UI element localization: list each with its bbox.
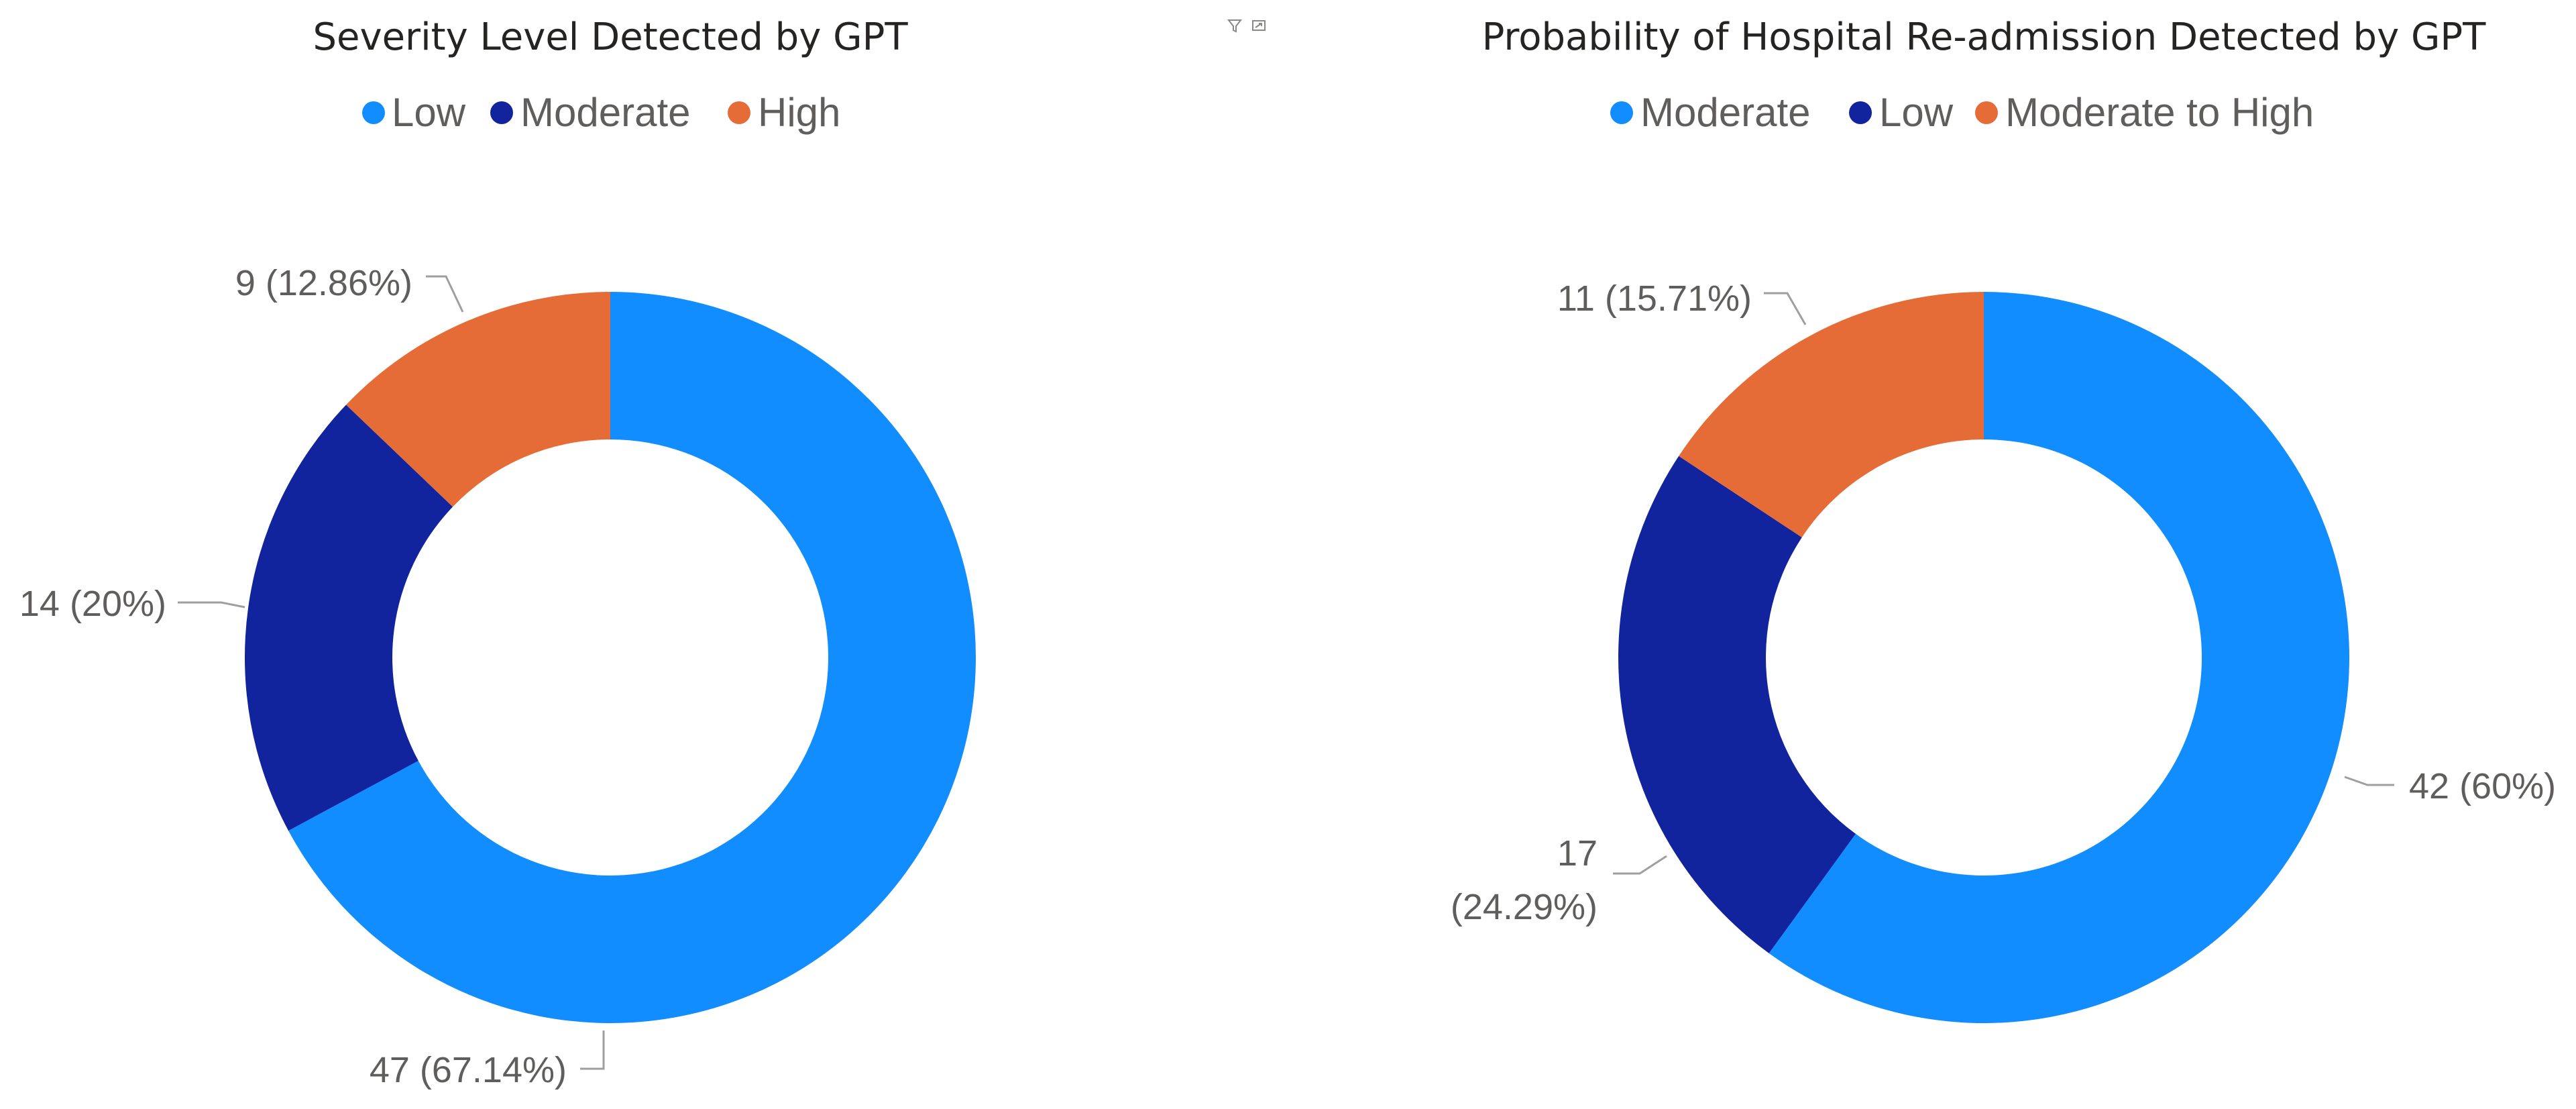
data-label-moderate: 14 (20%) [19, 584, 166, 624]
legend-marker-moderate-to-high [1975, 101, 1998, 124]
slice-low[interactable] [288, 292, 976, 1023]
legend-marker-low [362, 101, 385, 124]
legend-entry-high[interactable]: High [728, 90, 840, 135]
slice-moderate[interactable] [245, 405, 453, 831]
slice-low[interactable] [1618, 456, 1856, 953]
chart-title: Probability of Hospital Re-admission Det… [1482, 15, 2487, 59]
chart-severity-level: Severity Level Detected by GPT Low Moder… [19, 15, 976, 1090]
leader-line-high [426, 275, 464, 313]
legend-label-low: Low [1879, 90, 1954, 135]
data-label-moderate-to-high: 11 (15.71%) [1557, 278, 1752, 319]
chart-readmission-probability: Probability of Hospital Re-admission Det… [1451, 15, 2556, 1023]
filter-icon[interactable] [1227, 19, 1243, 33]
legend-label-low: Low [392, 90, 466, 135]
legend: Moderate Low Moderate to High [1610, 90, 2314, 135]
legend-marker-moderate [1610, 101, 1633, 124]
legend-label-moderate: Moderate [1640, 90, 1810, 135]
legend-entry-low[interactable]: Low [362, 90, 466, 135]
data-label-low-count: 17 [1557, 833, 1598, 874]
leader-line-moderate [178, 601, 245, 609]
leader-line-low [580, 1031, 605, 1070]
legend-entry-moderate[interactable]: Moderate [1610, 90, 1810, 135]
legend-label-moderate-to-high: Moderate to High [2005, 90, 2314, 135]
donut [245, 292, 976, 1023]
data-labels: 9 (12.86%) 14 (20%) 47 (67.14%) [19, 263, 605, 1090]
data-labels: 11 (15.71%) 42 (60%) 17 (24.29%) [1451, 278, 2556, 927]
legend-marker-low [1849, 101, 1872, 124]
legend-marker-moderate [490, 101, 513, 124]
data-label-low-percent: (24.29%) [1451, 887, 1598, 927]
legend-label-high: High [758, 90, 840, 135]
chart-title: Severity Level Detected by GPT [313, 15, 908, 59]
legend: Low Moderate High [362, 90, 840, 135]
data-label-moderate: 42 (60%) [2409, 766, 2556, 806]
legend-entry-moderate-to-high[interactable]: Moderate to High [1975, 90, 2314, 135]
focus-mode-icon[interactable] [1252, 20, 1266, 31]
leader-line-low [1613, 855, 1667, 875]
legend-entry-low[interactable]: Low [1849, 90, 1954, 135]
slice-moderate[interactable] [1769, 292, 2349, 1023]
data-label-low: 47 (67.14%) [370, 1050, 567, 1090]
slice-moderate-to-high[interactable] [1679, 292, 1984, 537]
slice-high[interactable] [346, 292, 610, 507]
legend-marker-high [728, 101, 750, 124]
leader-line-moderate [2344, 776, 2394, 786]
leader-line-moderate-to-high [1764, 292, 1807, 325]
legend-entry-moderate[interactable]: Moderate [490, 90, 690, 135]
data-label-high: 9 (12.86%) [235, 263, 412, 303]
donut [1618, 292, 2349, 1023]
visual-header [1227, 19, 1266, 33]
legend-label-moderate: Moderate [520, 90, 690, 135]
